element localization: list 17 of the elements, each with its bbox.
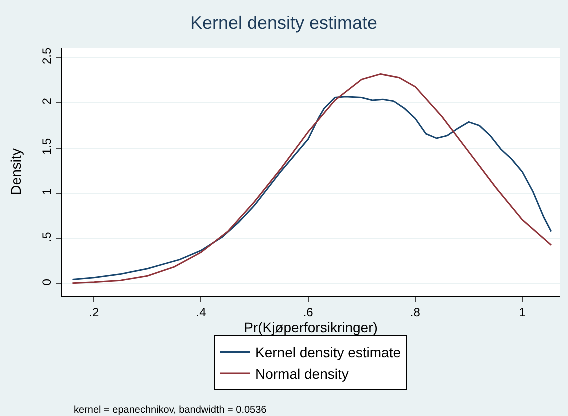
x-tick-label: 1	[519, 305, 526, 320]
chart-title: Kernel density estimate	[190, 13, 378, 34]
y-tick-label: .5	[40, 232, 54, 242]
legend-label: Kernel density estimate	[256, 344, 402, 361]
x-tick-label: .6	[303, 305, 314, 320]
x-axis-title: Pr(Kjøperforsikringer)	[244, 320, 378, 336]
x-tick-label: .2	[89, 305, 100, 320]
y-tick-label: 1.5	[40, 138, 54, 156]
text: kernel = epanechnikov, bandwidth = 0.0536	[74, 405, 268, 416]
y-tick-label: 2.5	[40, 47, 54, 65]
legend-label: Normal density	[256, 366, 349, 382]
y-axis-title: Density	[8, 148, 24, 196]
y-tick-label: 0	[40, 278, 54, 286]
x-tick-label: .8	[410, 305, 421, 320]
y-tick-label: 2	[40, 98, 54, 105]
x-tick-label: .4	[196, 305, 207, 320]
y-tick-label: 1	[40, 188, 54, 196]
